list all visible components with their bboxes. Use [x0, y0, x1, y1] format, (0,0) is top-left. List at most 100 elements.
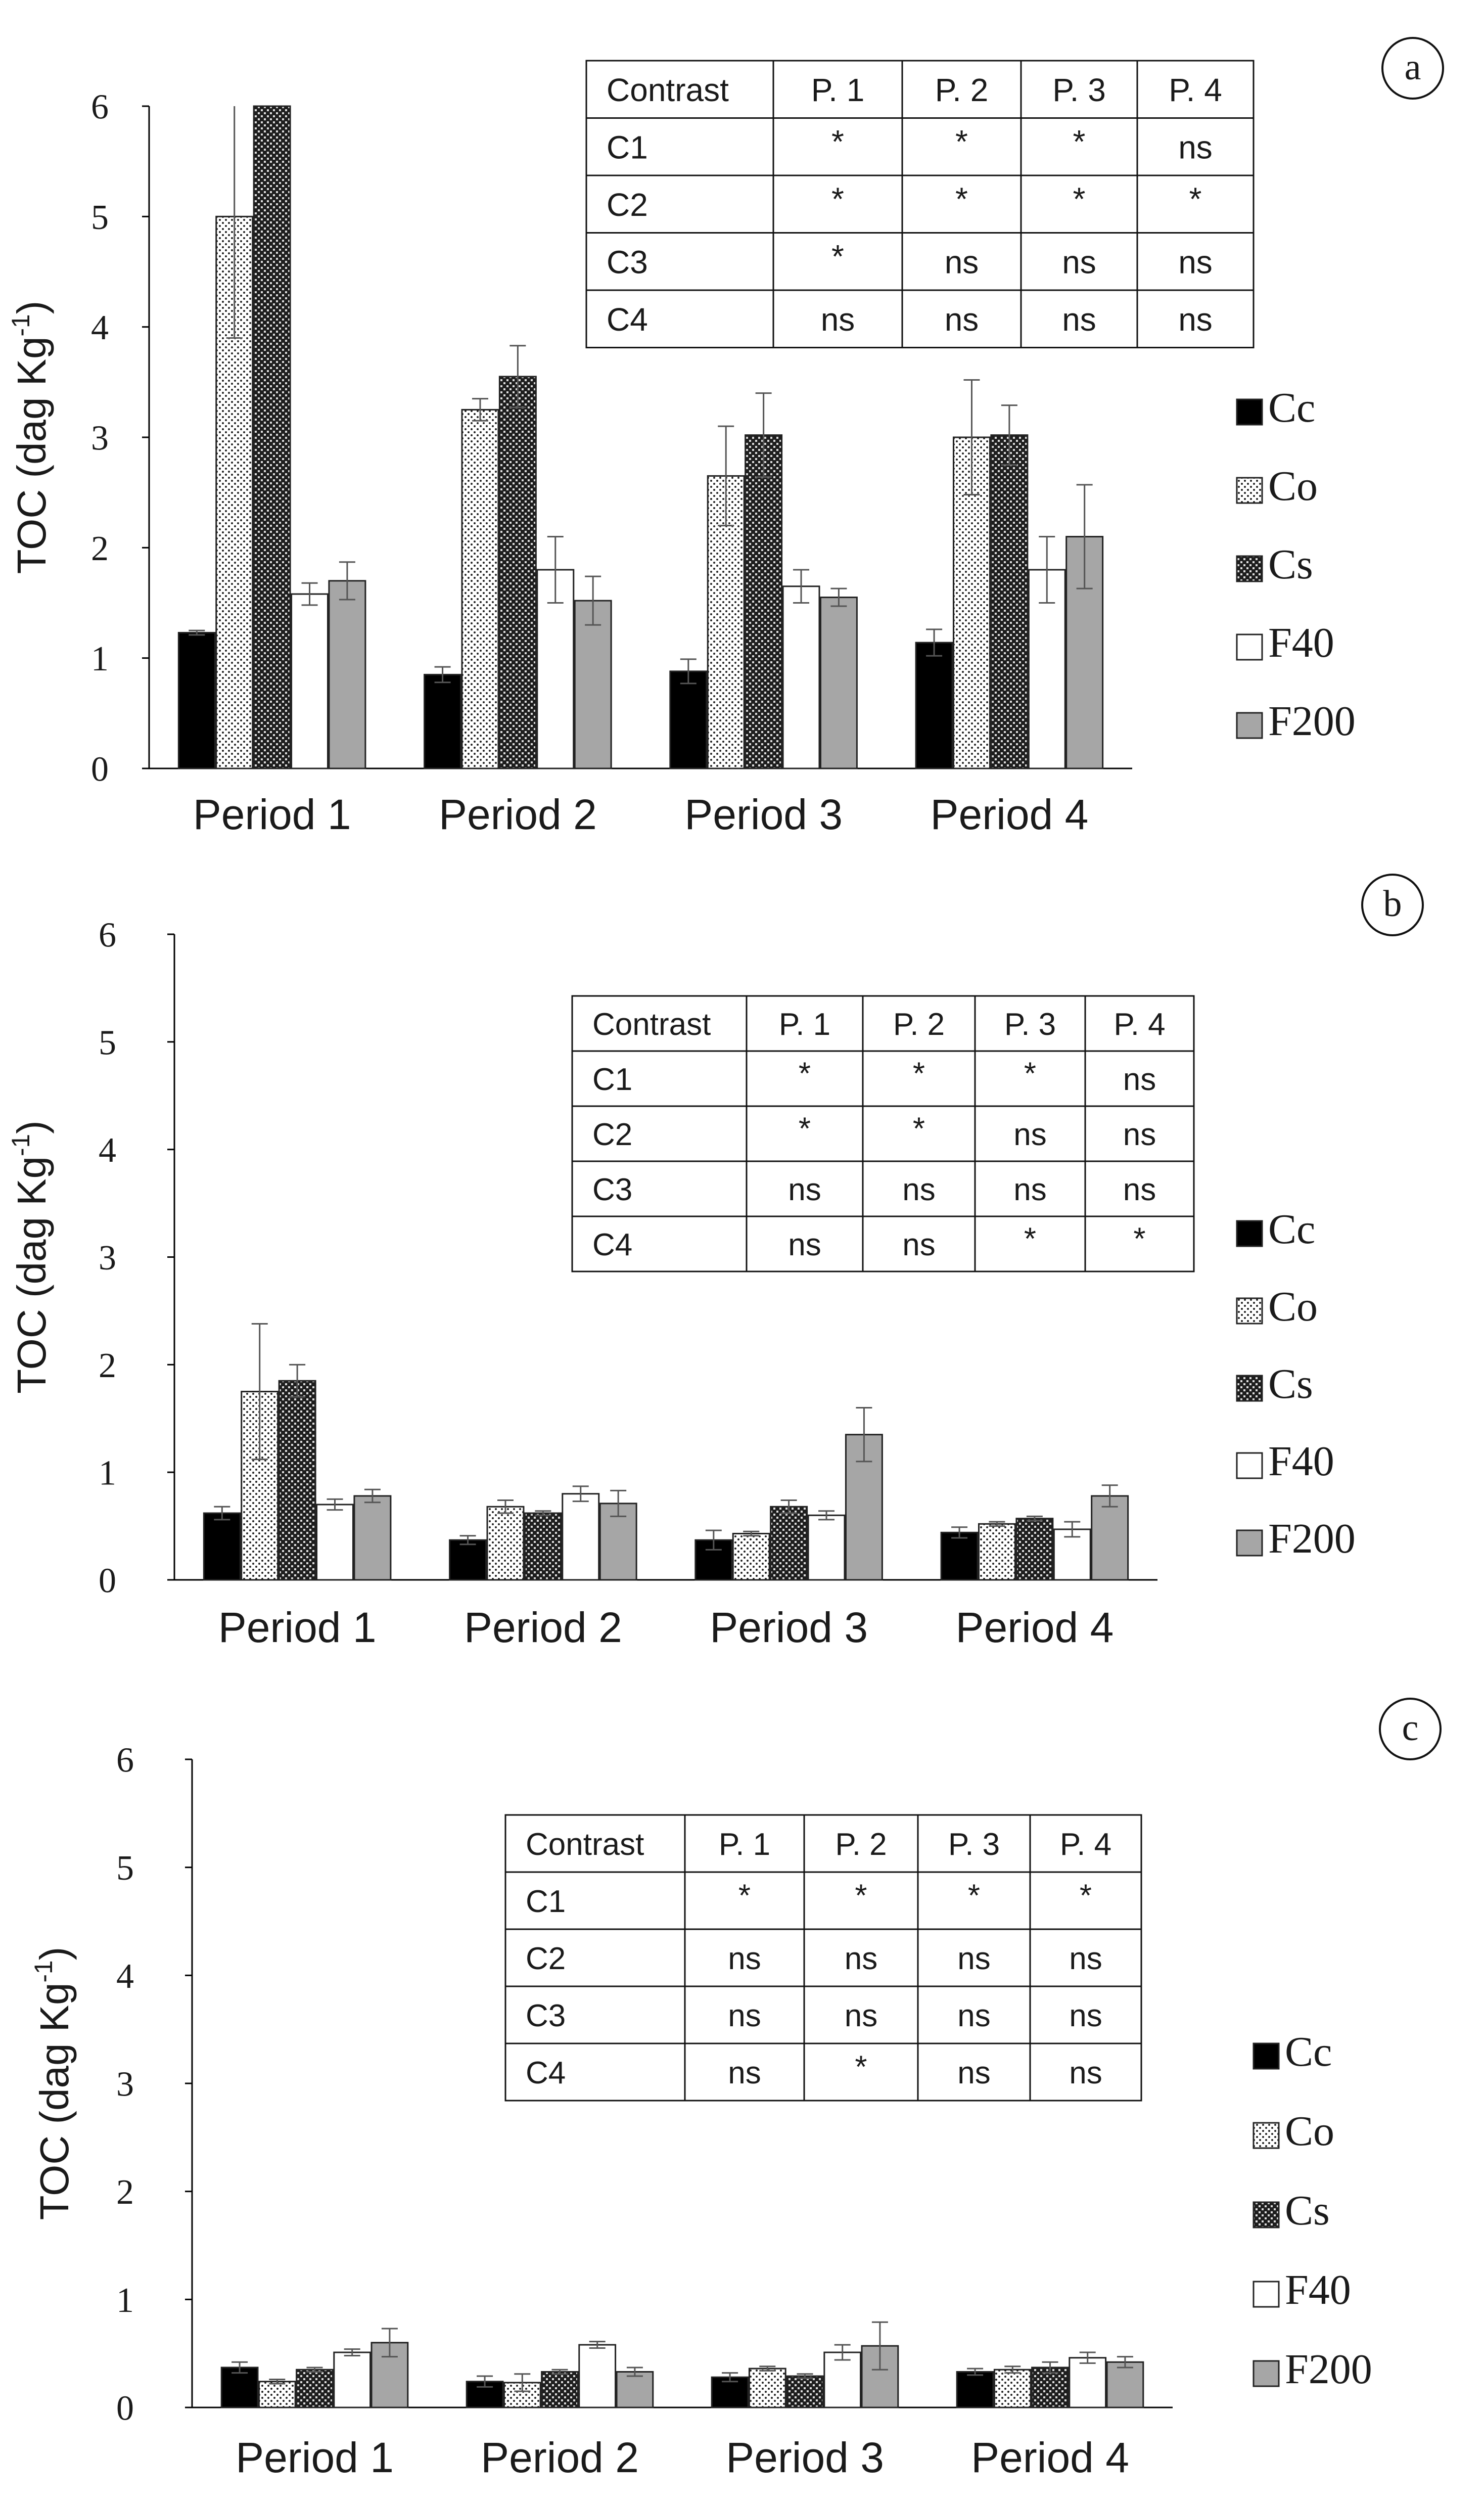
table-cell: ns [1062, 301, 1096, 338]
legend-swatch-F40 [1236, 1452, 1263, 1479]
table-cell: ns [728, 1998, 761, 2033]
table-cell: C4 [607, 301, 648, 338]
table-cell: * [738, 1879, 751, 1914]
y-axis-label: TOC (dag Kg-1) [29, 1947, 77, 2220]
y-tick-label: 3 [99, 1239, 116, 1278]
y-tick-label: 3 [116, 2065, 134, 2104]
x-category-label: Period 4 [955, 1604, 1114, 1651]
error-bar-F40 [301, 582, 318, 606]
table-frame [585, 60, 1255, 348]
error-bar-F40 [1079, 2351, 1096, 2364]
error-bar-F200 [364, 1488, 381, 1504]
legend-swatch-Cc [1236, 398, 1263, 426]
error-bar-Cs [755, 392, 772, 478]
legend: Cc Co Cs F40 F200 [1236, 384, 1356, 745]
bar-Cs [524, 1512, 562, 1581]
error-bar-Cs [797, 2373, 813, 2379]
table-cell: ns [902, 1227, 935, 1262]
legend-label-Co: Co [1268, 463, 1318, 510]
y-tick-label: 4 [116, 1957, 134, 1996]
table-frame [504, 1814, 1142, 2102]
y-tick-label: 1 [91, 640, 109, 678]
table-cell: ns [788, 1227, 821, 1262]
error-bar-Cc [477, 2375, 493, 2388]
table-cell: ns [945, 301, 979, 338]
y-tick-label: 3 [91, 419, 109, 458]
legend-swatch-Co [1236, 477, 1263, 504]
error-bar-Co [743, 1530, 760, 1537]
error-bar-Co [269, 2378, 286, 2385]
error-bar-Cs [535, 1510, 551, 1516]
error-bar-Cs [551, 2369, 568, 2375]
legend-label-Co: Co [1285, 2108, 1334, 2155]
bar-Cs [278, 1380, 316, 1581]
table-cell: * [1024, 1057, 1036, 1091]
y-tick-label: 0 [99, 1562, 116, 1601]
error-bar-F40 [818, 1510, 835, 1521]
table-cell: C2 [607, 187, 648, 223]
error-bar-F40 [1064, 1521, 1081, 1538]
table-cell: * [831, 123, 844, 160]
legend-swatch-Cc [1236, 1220, 1263, 1247]
chart-panel-c: 0 1 2 3 4 5 6 TOC (dag Kg-1) Period 1 Period 2 Per… [29, 1698, 1442, 2481]
error-bar-Co [226, 106, 243, 339]
bar-Cs [1031, 2367, 1069, 2408]
table-cell: ns [845, 1941, 877, 1976]
panel-badge-label: b [1383, 883, 1402, 925]
error-bar-Cc [214, 1506, 230, 1521]
error-bar-Cc [705, 1529, 722, 1551]
error-bar-Co [759, 2365, 776, 2372]
table-cell: ns [1178, 301, 1213, 338]
bar-Cc [424, 673, 462, 769]
error-bar-Cc [189, 629, 205, 636]
error-bar-F40 [572, 1485, 589, 1503]
x-category-label: Period 1 [218, 1604, 377, 1651]
table-cell: ns [1178, 244, 1213, 280]
bar-Cc [203, 1512, 241, 1581]
table-cell: * [1133, 1222, 1145, 1257]
table-header-cell: P. 3 [1052, 72, 1106, 108]
table-cell: ns [1069, 1941, 1102, 1976]
bar-Cs [770, 1506, 808, 1581]
table-cell: * [1024, 1222, 1036, 1257]
panel-badge-label: a [1405, 47, 1421, 88]
legend-label-Co: Co [1268, 1283, 1318, 1330]
table-cell: * [831, 238, 844, 275]
x-category-label: Period 2 [481, 2434, 639, 2481]
error-bar-Cc [722, 2372, 738, 2383]
error-bar-F200 [381, 2328, 398, 2358]
table-cell: ns [1062, 244, 1096, 280]
bar-Cs [498, 376, 537, 769]
bar-Co [461, 408, 499, 769]
table-cell: * [831, 180, 844, 217]
error-bar-Cc [967, 2368, 984, 2376]
error-bar-Co [472, 398, 488, 422]
table-cell: ns [902, 1172, 935, 1207]
legend-swatch-Cs [1236, 1375, 1263, 1402]
legend-label-Cs: Cs [1268, 1360, 1313, 1407]
table-header-cell: P. 2 [893, 1007, 945, 1042]
legend-swatch-Cs [1253, 2201, 1280, 2228]
bar-Cs [1015, 1518, 1054, 1581]
table-header-cell: Contrast [592, 1007, 711, 1042]
x-category-label: Period 2 [464, 1604, 622, 1651]
table-cell: ns [788, 1172, 821, 1207]
legend: Cc Co Cs F40 F200 [1253, 2028, 1372, 2393]
bar-F40 [1053, 1528, 1091, 1581]
error-bar-F200 [1101, 1484, 1118, 1508]
y-tick-label: 5 [116, 1849, 134, 1888]
table-cell: ns [1123, 1172, 1156, 1207]
table-header-cell: P. 4 [1060, 1827, 1111, 1862]
error-bar-Cs [306, 2367, 323, 2373]
bar-F40 [807, 1514, 846, 1581]
bar-F40 [578, 2344, 617, 2408]
legend-label-Cc: Cc [1268, 1206, 1315, 1253]
error-bar-Cc [951, 1526, 968, 1539]
legend-swatch-Co [1253, 2122, 1280, 2149]
table-frame [571, 995, 1195, 1272]
table-cell: C1 [526, 1884, 566, 1919]
bar-Cs [296, 2369, 334, 2408]
chart-panel-b: 0 1 2 3 4 5 6 TOC (dag Kg-1) Period 1 Period 2 Per… [7, 874, 1424, 1651]
table-cell: * [1073, 180, 1086, 217]
